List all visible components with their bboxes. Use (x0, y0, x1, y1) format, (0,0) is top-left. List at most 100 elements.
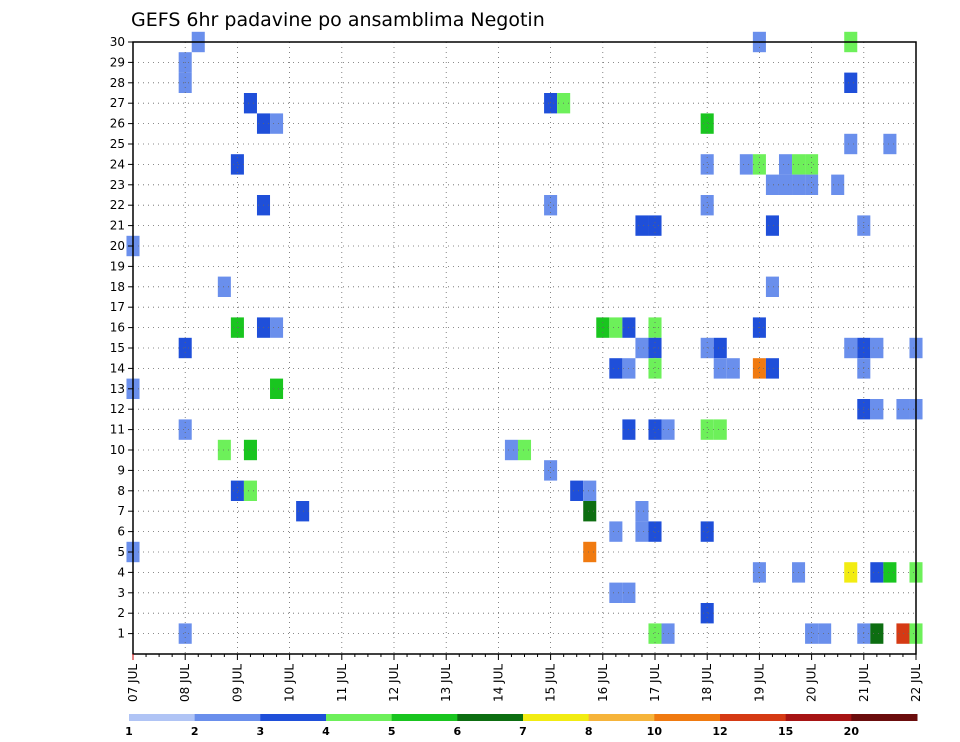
heat-cell (896, 399, 910, 420)
heat-cell (609, 317, 623, 338)
heat-cell (230, 154, 244, 175)
y-tick-label: 22 (110, 198, 125, 212)
chart-title: GEFS 6hr padavine po ansamblima Negotin (131, 9, 545, 31)
y-tick-label: 30 (110, 35, 125, 49)
heat-cell (635, 501, 649, 522)
y-tick-label: 28 (110, 76, 125, 90)
heat-cell (544, 195, 558, 216)
heat-cell (648, 521, 662, 542)
heat-cell (583, 541, 597, 563)
y-tick-label: 8 (117, 484, 125, 498)
x-axis: 07 JUL 08 JUL 09 JUL 10 JUL 11 JUL 12 JUL 13 J… (126, 654, 923, 702)
colorbar-label: 5 (388, 725, 396, 738)
colorbar-segment (326, 714, 393, 721)
x-tick-label: 19 JUL (752, 664, 766, 702)
x-tick-label: 21 JUL (857, 664, 871, 702)
heat-cell (765, 215, 779, 236)
heat-cell (648, 623, 662, 644)
heat-cell (883, 133, 897, 155)
y-tick-label: 5 (117, 545, 125, 559)
colorbar-segment (391, 714, 458, 721)
heat-cell (700, 113, 714, 134)
heat-cell (635, 337, 649, 359)
heat-cell (844, 337, 858, 359)
y-tick-label: 26 (110, 117, 125, 131)
grid-lines (132, 41, 917, 654)
colorbar: 1 2 3 4 5 6 7 8 10 12 15 20 (125, 714, 918, 738)
y-tick-label: 3 (117, 586, 125, 600)
heat-cell (870, 562, 884, 583)
heat-cell (648, 358, 662, 379)
colorbar-label: 12 (712, 725, 727, 738)
colorbar-label: 20 (844, 725, 860, 738)
heat-cell (609, 582, 623, 603)
x-tick-label: 16 JUL (596, 664, 610, 702)
heat-cell (870, 337, 884, 359)
heat-cell (270, 378, 284, 399)
colorbar-segment (720, 714, 787, 721)
y-tick-label: 27 (110, 96, 125, 110)
y-tick-label: 21 (110, 219, 125, 233)
heat-cell (700, 603, 714, 624)
heat-cell (778, 154, 793, 175)
heat-cell (243, 439, 257, 461)
x-tick-label: 14 JUL (491, 664, 505, 702)
heat-cell (178, 623, 192, 644)
heat-cell (544, 93, 558, 114)
x-tick-label: 10 JUL (283, 664, 297, 702)
heat-cell (844, 133, 858, 155)
y-tick-label: 11 (110, 423, 125, 437)
heat-cell (648, 215, 662, 236)
y-tick-label: 12 (110, 402, 125, 416)
colorbar-segment (588, 714, 655, 721)
heat-cell (609, 521, 623, 542)
y-tick-label: 7 (117, 504, 125, 518)
y-tick-label: 16 (110, 321, 125, 335)
y-tick-label: 6 (117, 525, 125, 539)
y-tick-label: 23 (110, 178, 125, 192)
heat-cell (544, 460, 558, 481)
heat-cell (844, 562, 858, 583)
heat-cell (243, 480, 257, 501)
heat-cell (243, 93, 257, 114)
colorbar-label: 2 (191, 725, 199, 738)
y-tick-label: 15 (110, 341, 125, 355)
x-tick-label: 11 JUL (335, 664, 349, 702)
heat-cell (713, 419, 727, 440)
heat-cell (635, 215, 649, 236)
x-tick-label: 13 JUL (439, 664, 453, 702)
x-tick-label: 12 JUL (387, 664, 401, 702)
y-tick-label: 24 (110, 157, 125, 171)
colorbar-label: 3 (257, 725, 265, 738)
colorbar-label: 6 (454, 725, 462, 738)
heat-cell (700, 195, 714, 216)
y-tick-label: 10 (110, 443, 125, 457)
colorbar-segment (457, 714, 524, 721)
heat-cell (765, 358, 779, 379)
x-tick-label: 18 JUL (700, 664, 714, 702)
y-tick-label: 18 (110, 280, 125, 294)
y-tick-label: 25 (110, 137, 125, 151)
heat-cell (700, 419, 714, 440)
heat-cell (270, 317, 284, 338)
y-tick-label: 4 (117, 565, 125, 579)
heat-cell (230, 480, 244, 501)
colorbar-label: 8 (585, 725, 593, 738)
x-tick-label: 22 JUL (909, 664, 923, 702)
colorbar-segment (785, 714, 852, 721)
heat-cell (583, 480, 597, 501)
heat-cell (765, 174, 779, 195)
x-tick-label: 15 JUL (544, 664, 558, 702)
colorbar-segment (194, 714, 261, 721)
heat-cell (713, 358, 727, 379)
heat-cell (609, 358, 623, 379)
heat-cell (844, 72, 858, 93)
heat-cell (896, 623, 910, 644)
colorbar-label: 15 (778, 725, 793, 738)
y-tick-label: 14 (110, 361, 125, 375)
colorbar-label: 1 (125, 725, 133, 738)
heat-cell (818, 623, 832, 644)
heat-cell (870, 399, 884, 420)
y-tick-label: 20 (110, 239, 125, 253)
y-tick-label: 1 (117, 627, 125, 641)
